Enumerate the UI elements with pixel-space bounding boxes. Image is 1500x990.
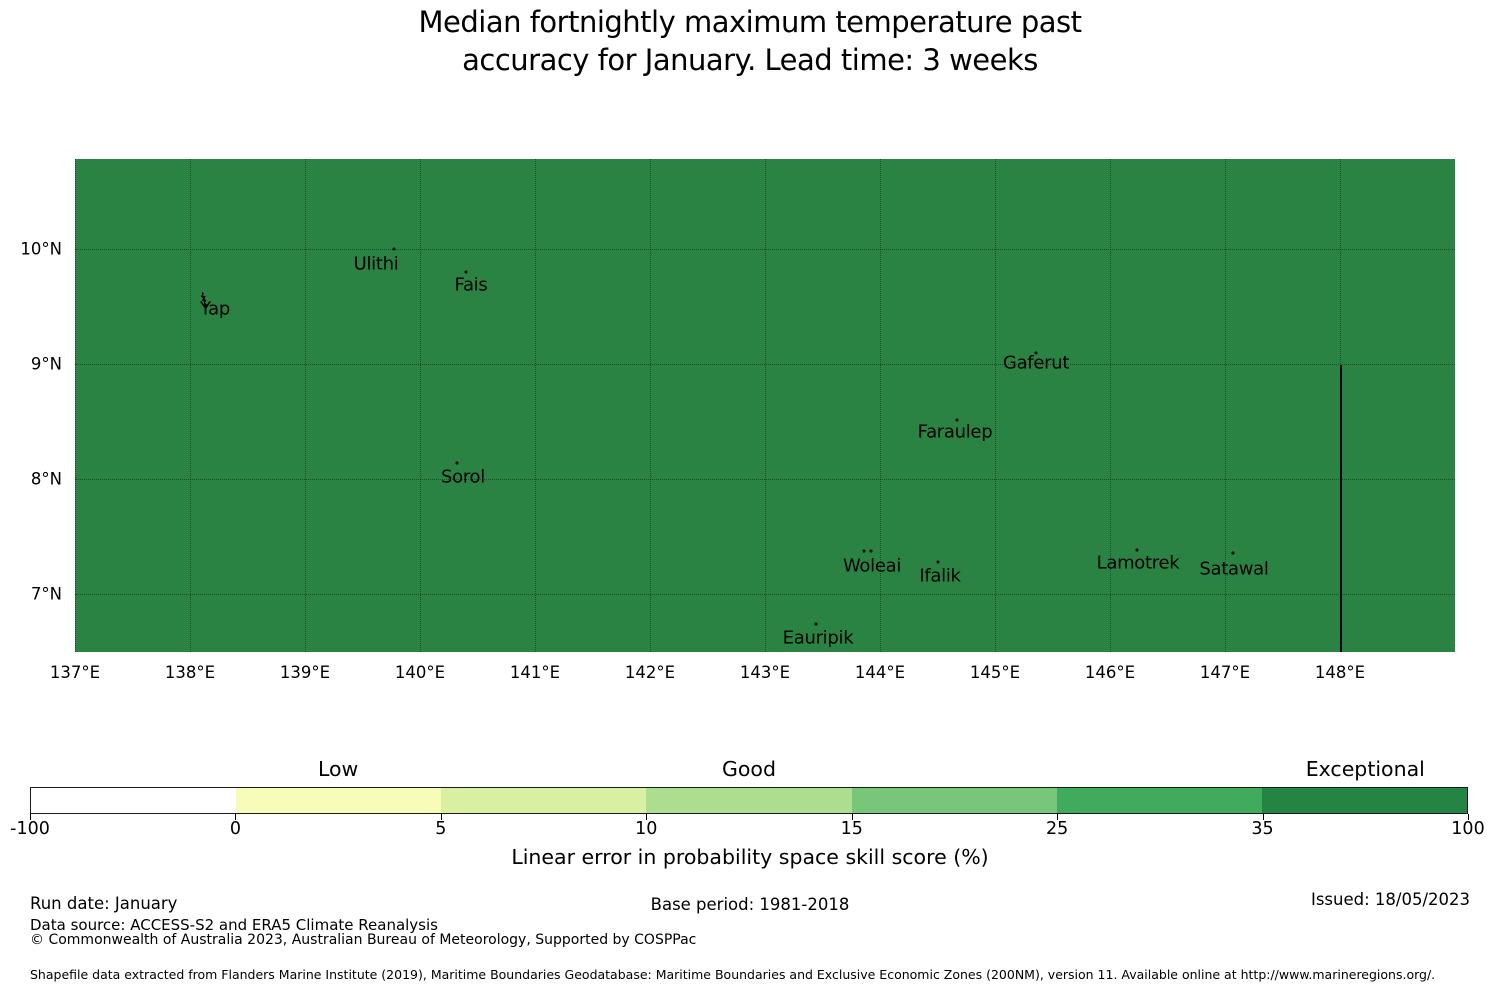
colorbar-tick-label: 25 [1046,819,1069,839]
colorbar [30,787,1468,814]
chart-title: Median fortnightly maximum temperature p… [0,3,1500,79]
longitude-tick-label: 142°E [624,663,676,682]
colorbar-tick-label: 0 [229,819,241,839]
colorbar-tick-label: 100 [1451,819,1485,839]
latitude-tick-label: 9°N [30,354,62,374]
colorbar-segment-4 [851,788,1057,813]
island-dot-gaferut [1034,351,1038,355]
map-gridline-vertical [995,159,996,652]
colorbar-tick-label: 10 [635,819,658,839]
colorbar-segment-0 [31,788,237,813]
colorbar-tick [1057,814,1059,820]
island-dot-woleai [862,549,866,553]
map-plot-area: Yap Ulithi Fais Sorol Gaferut Faraulep Woleai I… [75,159,1455,652]
map-gridline-horizontal [75,249,1455,250]
island-label-woleai: Woleai [842,555,902,577]
island-label-satawal: Satawal [1199,558,1269,580]
map-gridline-horizontal [75,364,1455,365]
island-dot-satawal [1231,551,1235,555]
colorbar-category-label-low: Low [317,757,359,781]
colorbar-tick [1468,814,1469,820]
map-gridline-vertical [1110,159,1111,652]
map-gridline-vertical [535,159,536,652]
footer-shapefile-note: Shapefile data extracted from Flanders M… [30,967,1436,982]
colorbar-segment-3 [646,788,852,813]
map-gridline-horizontal [75,479,1455,480]
longitude-tick-label: 143°E [739,663,791,682]
island-dot-lamotrek [1135,548,1139,552]
footer-issued-date: Issued: 18/05/2023 [1310,890,1470,909]
colorbar-tick [1262,814,1264,820]
map-gridline-vertical [650,159,651,652]
colorbar-tick [440,814,442,820]
map-gridline-vertical [880,159,881,652]
chart-title-line1: Median fortnightly maximum temperature p… [418,5,1082,39]
island-dot-faraulep [955,418,959,422]
longitude-tick-label: 146°E [1084,663,1136,682]
island-dot-eauripik [814,622,818,626]
latitude-tick-label: 10°N [20,239,62,259]
colorbar-tick-label: 35 [1251,819,1274,839]
longitude-tick-label: 141°E [509,663,561,682]
colorbar-axis-label: Linear error in probability space skill … [511,845,989,869]
latitude-tick-label: 8°N [30,469,62,489]
map-gridline-vertical [305,159,306,652]
colorbar-segment-1 [236,788,442,813]
longitude-tick-label: 139°E [279,663,331,682]
island-dot-fais [464,270,468,274]
map-gridline-vertical [765,159,766,652]
longitude-tick-label: 144°E [854,663,906,682]
island-dot-sorol [455,461,459,465]
colorbar-tick-label: 15 [840,819,863,839]
colorbar-segment-5 [1056,788,1262,813]
island-label-faraulep: Faraulep [917,421,993,443]
island-label-fais: Fais [454,274,488,296]
colorbar-tick [646,814,648,820]
island-label-lamotrek: Lamotrek [1096,552,1180,574]
island-label-ulithi: Ulithi [353,253,399,275]
island-dot-woleai [869,549,873,553]
longitude-tick-label: 148°E [1314,663,1366,682]
map-gridline-vertical [1225,159,1226,652]
colorbar-tick-label: -100 [10,819,50,839]
island-dot-ulithi [392,247,396,251]
longitude-tick-label: 140°E [394,663,446,682]
longitude-tick-label: 145°E [969,663,1021,682]
footer-data-source: Data source: ACCESS-S2 and ERA5 Climate … [30,916,438,934]
map-gridline-vertical [190,159,191,652]
colorbar-tick [851,814,853,820]
footer-base-period: Base period: 1981-2018 [650,895,850,914]
colorbar-segment-2 [441,788,647,813]
longitude-tick-label: 137°E [49,663,101,682]
colorbar-tick-label: 5 [435,819,447,839]
colorbar-tick [235,814,237,820]
eez-boundary-line [1340,365,1342,652]
map-gridline-vertical [420,159,421,652]
longitude-tick-label: 138°E [164,663,216,682]
colorbar-category-label-good: Good [722,757,776,781]
island-dot-ifalik [936,560,940,564]
colorbar-category-label-exceptional: Exceptional [1305,757,1425,781]
footer-copyright: © Commonwealth of Australia 2023, Austra… [30,932,697,948]
latitude-tick-label: 7°N [30,584,62,604]
island-label-eauripik: Eauripik [782,627,854,649]
colorbar-tick [30,814,31,820]
footer-run-date: Run date: January [30,894,178,913]
colorbar-segment-6 [1261,788,1467,813]
map-gridline-horizontal [75,594,1455,595]
map-gridline-vertical [75,159,76,652]
chart-title-line2: accuracy for January. Lead time: 3 weeks [462,43,1038,77]
island-label-ifalik: Ifalik [919,565,961,587]
longitude-tick-label: 147°E [1199,663,1251,682]
island-label-gaferut: Gaferut [1002,352,1070,374]
island-label-yap: Yap [199,298,231,320]
island-label-sorol: Sorol [441,466,485,488]
